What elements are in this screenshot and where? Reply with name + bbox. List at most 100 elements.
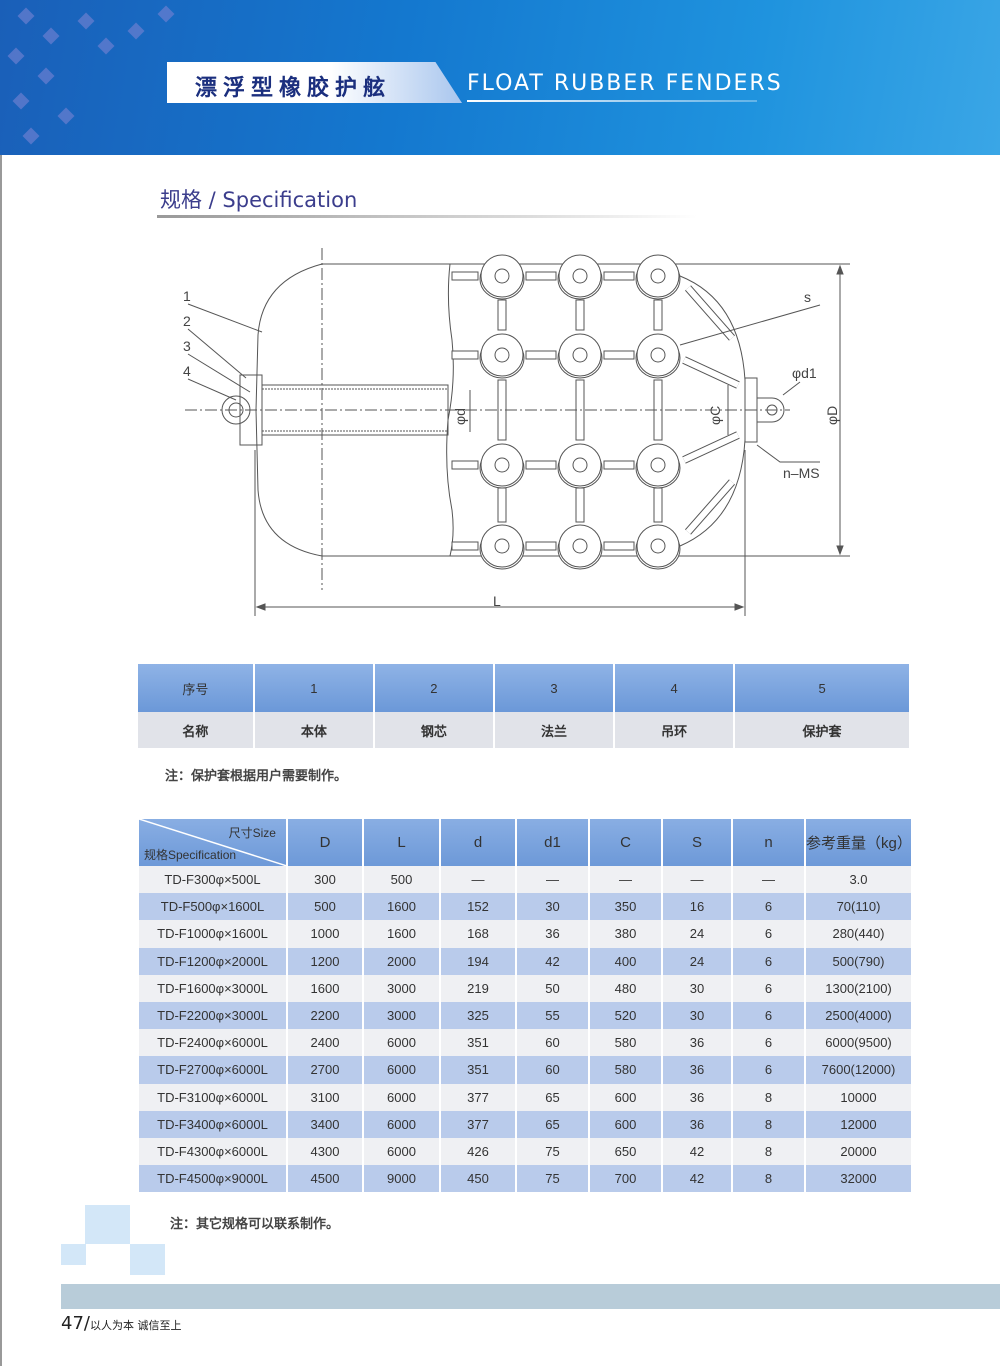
spec-cell: 16 — [662, 893, 733, 921]
spec-row: TD-F1600φ×3000L 1600 3000 219 50 480 30 6 1300(2… — [139, 974, 913, 1002]
spec-cell: 4300 — [287, 1137, 364, 1166]
chain-link — [653, 299, 663, 331]
spec-cell: 480 — [589, 974, 663, 1002]
footer-slogan: 以人为本 诚信至上 — [89, 1319, 182, 1332]
callout-4: 4 — [183, 363, 191, 379]
spec-cell: 36 — [662, 1029, 733, 1057]
chain-link — [497, 487, 507, 523]
spec-cell: 325 — [440, 1001, 517, 1030]
spec-cell: 650 — [589, 1137, 663, 1166]
spec-cell: — — [440, 866, 517, 894]
spec-cell: 700 — [589, 1165, 663, 1193]
spec-cell: 500(790) — [805, 947, 913, 975]
part-name: 保护套 — [734, 712, 911, 748]
spec-cell: 6 — [732, 1029, 806, 1057]
spec-model: TD-F300φ×500L — [139, 866, 288, 894]
spec-model: TD-F4500φ×9000L — [139, 1165, 288, 1193]
spec-row: TD-F2700φ×6000L 2700 6000 351 60 580 36 6 7600(1… — [139, 1056, 913, 1084]
spec-cell: 6 — [732, 947, 806, 975]
label-d: φd — [452, 408, 468, 425]
spec-model: TD-F1600φ×3000L — [139, 974, 288, 1002]
spec-cell: 580 — [589, 1029, 663, 1057]
spec-row: TD-F1000φ×1600L 1000 1600 168 36 380 24 6 280(44… — [139, 920, 913, 948]
chain-net — [451, 254, 740, 570]
spec-model: TD-F2400φ×6000L — [139, 1029, 288, 1057]
header-banner — [0, 0, 1000, 155]
spec-cell: 6000 — [363, 1137, 441, 1166]
chain-link — [525, 460, 557, 470]
spec-cell: 36 — [662, 1083, 733, 1111]
spec-cell: 30 — [662, 974, 733, 1002]
chain-link — [451, 460, 479, 470]
tire-hole — [572, 457, 588, 473]
spec-cell: 3100 — [287, 1083, 364, 1111]
tire-hole — [650, 347, 666, 363]
label-nms: n–MS — [783, 465, 820, 481]
center-lines — [185, 248, 790, 590]
chain-link — [575, 299, 585, 331]
spec-row: TD-F2200φ×3000L 2200 3000 325 55 520 30 6 2500(4… — [139, 1001, 913, 1030]
spec-model: TD-F4300φ×6000L — [139, 1137, 288, 1166]
tire-disc — [480, 254, 524, 298]
spec-cell: 6000 — [363, 1083, 441, 1111]
chain-link — [653, 487, 663, 523]
label-d1: φd1 — [792, 365, 817, 381]
decor-square — [61, 1244, 86, 1265]
chain-link — [497, 299, 507, 331]
title-underline — [467, 100, 757, 102]
spec-cell: 65 — [516, 1083, 590, 1111]
col-L: L — [363, 819, 441, 866]
part-name: 钢芯 — [373, 712, 495, 748]
spec-cell: 168 — [440, 920, 517, 948]
tire-disc — [636, 524, 680, 568]
spec-cell: 7600(12000) — [805, 1056, 913, 1084]
spec-cell: 20000 — [805, 1137, 913, 1166]
spec-table: 尺寸Size 规格Specification D L d d1 C S n 参考… — [139, 819, 913, 1193]
chain-link — [603, 271, 635, 281]
spec-row: TD-F2400φ×6000L 2400 6000 351 60 580 36 6 6000(9… — [139, 1029, 913, 1057]
dimension-lines — [187, 264, 844, 616]
part-no: 4 — [614, 664, 736, 712]
callout-1: 1 — [183, 288, 191, 304]
section-underline — [157, 215, 697, 218]
spec-cell: 36 — [662, 1056, 733, 1084]
parts-table: 序号 1 2 3 4 5 名称 本体 钢芯 法兰 吊环 保护套 — [138, 664, 911, 748]
spec-cell: 1600 — [287, 974, 364, 1002]
tire-disc — [480, 443, 524, 487]
spec-cell: 450 — [440, 1165, 517, 1193]
spec-cell: 55 — [516, 1001, 590, 1030]
spec-row: TD-F3100φ×6000L 3100 6000 377 65 600 36 8 10000 — [139, 1083, 913, 1111]
spec-model: TD-F2700φ×6000L — [139, 1056, 288, 1084]
corner-size: 尺寸Size — [228, 826, 276, 840]
col-S: S — [662, 819, 733, 866]
part-name: 本体 — [253, 712, 375, 748]
fender-drawing: 1 2 3 4 s φd1 n–MS L φd φC φD — [183, 248, 850, 616]
spec-row: TD-F500φ×1600L 500 1600 152 30 350 16 6 70(110) — [139, 893, 913, 921]
spec-cell: — — [662, 866, 733, 894]
spec-cell: 3000 — [363, 974, 441, 1002]
spec-cell: 12000 — [805, 1110, 913, 1138]
parts-header-name: 名称 — [138, 712, 255, 748]
chain-link — [603, 460, 635, 470]
tire-disc — [636, 333, 680, 377]
spec-cell: 1200 — [287, 947, 364, 975]
footer-bar — [61, 1284, 1000, 1309]
spec-cell: 75 — [516, 1165, 590, 1193]
corner-header: 尺寸Size 规格Specification — [139, 819, 288, 866]
spec-cell: 60 — [516, 1029, 590, 1057]
tire-hole — [494, 347, 510, 363]
spec-cell: 6000 — [363, 1110, 441, 1138]
chain-link — [525, 541, 557, 551]
chain-link — [525, 271, 557, 281]
spec-cell: 6000 — [363, 1029, 441, 1057]
spec-cell: 219 — [440, 974, 517, 1002]
tire-disc — [558, 443, 602, 487]
spec-cell: 426 — [440, 1137, 517, 1166]
spec-model: TD-F2200φ×3000L — [139, 1001, 288, 1030]
tire-hole — [572, 347, 588, 363]
tire-hole — [572, 538, 588, 554]
spec-model: TD-F3100φ×6000L — [139, 1083, 288, 1111]
col-d: d — [440, 819, 517, 866]
spec-cell: 351 — [440, 1029, 517, 1057]
tire-hole — [650, 268, 666, 284]
